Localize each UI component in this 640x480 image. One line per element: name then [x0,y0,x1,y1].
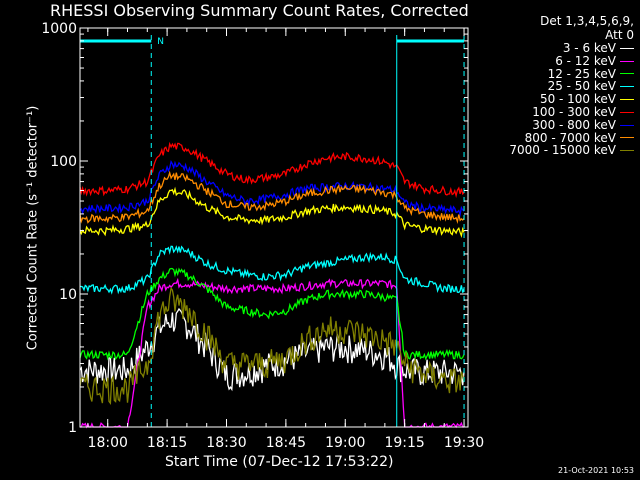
legend-swatch [620,60,634,62]
legend-label: 300 - 800 keV [532,117,616,132]
legend-entry: 800 - 7000 keV [509,130,634,145]
legend-entry: 300 - 800 keV [509,117,634,132]
legend-entry: 3 - 6 keV [509,42,634,55]
legend-label: 800 - 7000 keV [524,130,616,145]
legend-label: 6 - 12 keV [555,53,616,68]
legend-header: Det 1,3,4,5,6,9, Att 0 [540,14,634,42]
x-tick-label: 19:30 [444,435,484,451]
plot-frame [79,27,469,428]
legend-swatch [620,47,634,49]
x-tick-label: 19:15 [384,435,424,451]
y-tick-label: 100 [50,154,77,170]
legend-label: 7000 - 15000 keV [509,143,616,158]
x-tick-label: 18:30 [206,435,246,451]
legend-label: 25 - 50 keV [547,79,616,94]
series-line [79,170,465,224]
legend-swatch [620,111,634,113]
y-tick-label: 1000 [41,21,77,37]
legend-label: 12 - 25 keV [547,66,616,81]
series-line [79,141,465,199]
x-tick-label: 18:00 [88,435,128,451]
legend-swatch [620,124,634,126]
legend-swatch [620,137,634,139]
x-axis-label: Start Time (07-Dec-12 17:53:22) [165,454,394,470]
y-tick-label: 10 [59,287,77,303]
legend-label: 50 - 100 keV [539,92,616,107]
x-tick-label: 18:15 [147,435,187,451]
series-line [79,245,465,295]
legend-entry: 12 - 25 keV [509,66,634,81]
legend-swatch [620,99,634,101]
legend-label: 3 - 6 keV [562,41,616,55]
x-tick-label: 18:45 [266,435,306,451]
series-line [80,277,464,429]
series-line [79,286,465,405]
generated-timestamp: 21-Oct-2021 10:53 [558,466,634,475]
series-line [79,267,465,361]
legend-entry: 50 - 100 keV [509,93,634,106]
legend-label: 100 - 300 keV [532,104,616,119]
legend-entry: 6 - 12 keV [509,53,634,68]
series-line [79,186,465,239]
legend-entry: 7000 - 15000 keV [509,144,634,157]
y-tick-label: 1 [68,420,77,436]
legend-swatch [620,150,634,152]
legend-swatch [620,86,634,88]
series-line [79,159,465,218]
night-flag-label: N [157,37,164,47]
x-tick-label: 19:00 [325,435,365,451]
y-axis-label: Corrected Count Rate (s⁻¹ detector⁻¹) [25,105,41,351]
legend-swatch [620,73,634,75]
chart-title: RHESSI Observing Summary Count Rates, Co… [50,1,469,20]
attenuator-state: Att 0 [605,28,634,42]
legend: 3 - 6 keV 6 - 12 keV 12 - 25 keV 25 - 50… [509,42,634,157]
legend-entry: 25 - 50 keV [509,80,634,93]
series-line [79,307,465,392]
legend-entry: 100 - 300 keV [509,106,634,119]
detector-list: Det 1,3,4,5,6,9, [540,14,634,28]
